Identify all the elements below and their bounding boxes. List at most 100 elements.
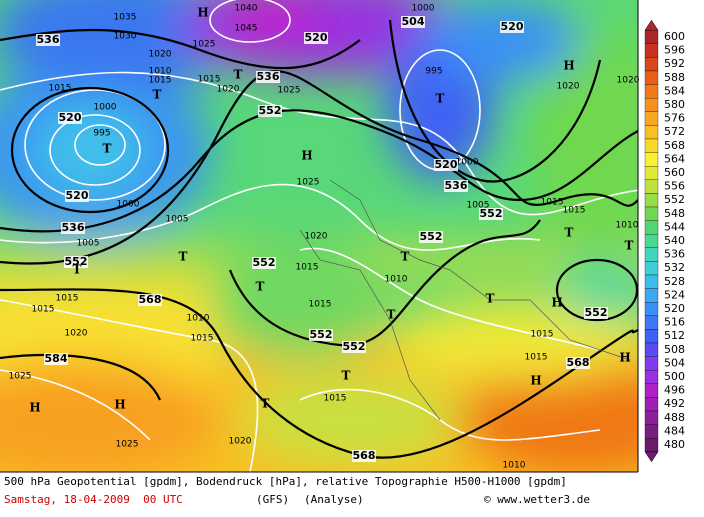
legend-label: 504 [664, 356, 685, 369]
legend-label: 548 [664, 207, 685, 220]
isobar-label: 1005 [77, 239, 100, 249]
geopotential-label-bg [258, 105, 282, 117]
geopotential-label-bg [256, 71, 280, 83]
geopotential-label: 536 [37, 33, 60, 46]
geopotential-label: 520 [59, 111, 82, 124]
isobar-label: 1015 [49, 84, 72, 94]
legend-arrow-top [644, 19, 659, 31]
isobar-label: 1015 [563, 206, 586, 216]
pressure-center: T [401, 250, 410, 264]
legend-label: 556 [664, 180, 685, 193]
footer-model: (GFS) [256, 493, 289, 506]
geopotential-label-bg [401, 16, 425, 28]
legend-swatch [644, 111, 659, 126]
geopotential-label: 536 [445, 179, 468, 192]
isobar-label: 1020 [217, 85, 240, 95]
geopotential-label: 552 [310, 328, 333, 341]
legend-label: 492 [664, 397, 685, 410]
geopotential-label: 568 [139, 293, 162, 306]
geopotential-label-bg [64, 256, 88, 268]
geopotential-label-bg [352, 450, 376, 462]
legend-swatch [644, 166, 659, 180]
geopotential-label-bg [65, 190, 89, 202]
isobar-label: 1010 [616, 221, 639, 231]
geopotential-label: 552 [65, 255, 88, 268]
legend-label: 588 [664, 71, 685, 84]
isobar-label: 1005 [166, 215, 189, 225]
geopotential-label-bg [566, 357, 590, 369]
legend-label: 568 [664, 139, 685, 152]
footer-bg [0, 472, 704, 513]
isobar-label: 1020 [557, 82, 580, 92]
geopotential-label: 520 [501, 20, 524, 33]
legend-swatch [644, 397, 659, 412]
isobar-label: 1045 [235, 24, 258, 34]
legend-swatch [644, 152, 659, 167]
pressure-center: T [436, 92, 445, 106]
legend-label: 596 [664, 44, 685, 57]
geopotential-label: 520 [435, 158, 458, 171]
legend-label: 488 [664, 411, 685, 424]
geopotential-label-bg [61, 222, 85, 234]
pressure-center: T [234, 68, 243, 82]
legend-swatch [644, 315, 659, 330]
isobar-label: 1015 [149, 76, 172, 86]
legend-swatch [644, 288, 659, 303]
footer-description: 500 hPa Geopotential [gpdm], Bodendruck … [4, 475, 567, 488]
legend-label: 500 [664, 370, 685, 383]
color-legend: 6005965925885845805765725685645605565525… [644, 19, 685, 463]
legend-swatch [644, 329, 659, 344]
isobar-label: 1020 [617, 76, 640, 86]
pressure-center: T [486, 292, 495, 306]
isobar-label: 1025 [9, 372, 32, 382]
isobar-label: 1010 [187, 314, 210, 324]
geopotential-label-bg [58, 112, 82, 124]
legend-swatch [644, 138, 659, 153]
pressure-center: H [301, 149, 312, 163]
isobar-label: 1025 [116, 440, 139, 450]
isobar-label: 1015 [541, 198, 564, 208]
legend-swatch [644, 410, 659, 425]
isobar-label: 1025 [193, 40, 216, 50]
isobar-label: 1035 [114, 13, 137, 23]
isobar-label: 1005 [467, 201, 490, 211]
geopotential-label: 552 [420, 230, 443, 243]
geopotential-label: 552 [343, 340, 366, 353]
legend-swatch [644, 70, 659, 85]
legend-label: 552 [664, 193, 685, 206]
geopotential-label: 568 [353, 449, 376, 462]
geopotential-label: 536 [257, 70, 280, 83]
pressure-center: H [563, 59, 574, 73]
legend-label: 536 [664, 248, 685, 261]
legend-swatch [644, 261, 659, 276]
isobar-label: 1015 [32, 305, 55, 315]
pressure-center: T [387, 308, 396, 322]
pressure-center: T [261, 397, 270, 411]
pressure-center: H [551, 296, 562, 310]
isobar-label: 1000 [117, 200, 140, 210]
legend-swatch [644, 84, 659, 99]
legend-label: 528 [664, 275, 685, 288]
geopotential-label: 568 [567, 356, 590, 369]
isobar-label: 1010 [149, 67, 172, 77]
isobar-label: 1015 [531, 330, 554, 340]
legend-swatch [644, 220, 659, 235]
geopotential-label-bg [419, 231, 443, 243]
geopotential-label-bg [138, 294, 162, 306]
pressure-center: T [342, 369, 351, 383]
footer-copyright: © www.wetter3.de [484, 493, 590, 506]
geopotential-label-bg [309, 329, 333, 341]
legend-swatch [644, 206, 659, 221]
legend-swatch [644, 234, 659, 248]
legend-label: 560 [664, 166, 685, 179]
geopotential-label-bg [252, 257, 276, 269]
legend-swatch [644, 43, 659, 58]
legend-label: 484 [664, 424, 685, 437]
geopotential-label: 552 [585, 306, 608, 319]
isobar-label: 1000 [412, 4, 435, 14]
legend-swatch [644, 370, 659, 384]
legend-swatch [644, 274, 659, 289]
legend-swatch [644, 302, 659, 316]
